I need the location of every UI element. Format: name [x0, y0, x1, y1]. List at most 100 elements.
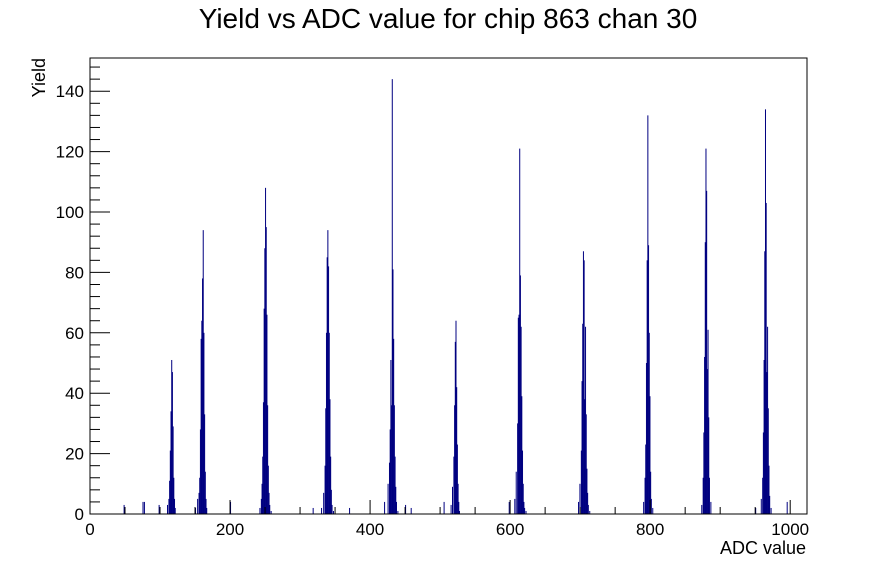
x-tick-label: 0 — [85, 520, 94, 539]
y-tick-label: 80 — [65, 263, 84, 282]
histogram-bin — [770, 507, 772, 514]
histogram-bin — [707, 329, 709, 514]
histogram-bin — [199, 429, 201, 514]
histogram-bin — [391, 79, 393, 514]
histogram-bin — [197, 498, 199, 514]
histogram-bin — [326, 257, 328, 514]
histogram-bin — [708, 417, 710, 514]
histogram-bin — [331, 504, 333, 514]
x-tick-label: 1000 — [771, 520, 809, 539]
histogram-bin — [262, 402, 264, 514]
histogram-bin — [260, 498, 262, 514]
histogram-bin — [457, 483, 459, 514]
histogram-bin — [142, 501, 144, 514]
histogram-bin — [410, 507, 412, 514]
histogram-bin — [582, 323, 584, 514]
histogram-bin — [518, 314, 520, 514]
plot-frame — [89, 57, 808, 515]
histogram-bin — [349, 507, 351, 514]
y-tick-label: 60 — [65, 324, 84, 343]
histogram-bin — [265, 227, 267, 515]
histogram-bin — [328, 332, 330, 514]
histogram-bin — [519, 148, 521, 514]
y-tick-label: 120 — [56, 143, 84, 162]
histogram-bin — [268, 492, 270, 514]
histogram-bin — [443, 501, 445, 514]
histogram-bin — [643, 501, 645, 514]
histogram-bin — [270, 510, 272, 514]
histogram-bin — [393, 338, 395, 514]
histogram-bin — [585, 326, 587, 514]
histogram-bin — [206, 507, 208, 514]
histogram-bin — [387, 483, 389, 514]
histogram-bin — [454, 405, 456, 514]
histogram-bin — [205, 498, 207, 514]
histogram-bin — [762, 477, 764, 514]
histogram-bin — [395, 501, 397, 514]
histogram-bin — [581, 381, 583, 514]
histogram-bin — [701, 504, 703, 514]
histogram-bin — [766, 372, 768, 514]
histogram-bin — [649, 396, 651, 514]
histogram-bin — [706, 190, 708, 514]
histogram-bin — [589, 510, 591, 514]
histogram-bin — [459, 510, 460, 514]
histogram-bin — [267, 405, 269, 514]
y-tick-label: 20 — [65, 445, 84, 464]
histogram-bin — [262, 456, 264, 514]
y-axis-title: Yield — [29, 58, 49, 97]
histogram-bin — [582, 251, 584, 514]
histogram-bin — [392, 269, 394, 514]
histogram-bin — [587, 504, 589, 514]
histogram-bin — [172, 426, 174, 514]
histogram-bin — [519, 275, 521, 514]
histogram-bin — [259, 507, 261, 514]
histogram-bin — [705, 148, 707, 514]
histogram-bin — [764, 251, 766, 514]
histogram-bin — [514, 498, 516, 514]
chart-title: Yield vs ADC value for chip 863 chan 30 — [199, 3, 698, 34]
histogram-bin — [405, 504, 407, 514]
histogram-bin — [394, 456, 396, 514]
histogram-bin — [650, 498, 652, 514]
histogram-bin — [267, 465, 269, 514]
histogram-bin — [200, 338, 202, 514]
histogram-bin — [332, 510, 334, 514]
histogram-bin — [645, 444, 647, 514]
y-tick-label: 0 — [75, 505, 84, 524]
histogram-bin — [456, 387, 458, 514]
histogram-bin — [522, 483, 524, 514]
histogram-bin — [263, 308, 265, 514]
histogram-bin — [769, 495, 771, 514]
histogram-bin — [645, 363, 647, 514]
histogram-bin — [204, 471, 206, 514]
histogram-bin — [704, 242, 706, 514]
histogram-bin — [765, 202, 767, 514]
histogram-bin — [580, 450, 582, 514]
histogram-bin — [327, 230, 329, 514]
histogram-bin — [767, 408, 769, 514]
histogram-bin — [321, 507, 323, 514]
axes: 0 200 400 600 800 1000 0 20 40 60 80 100 120 140 — [56, 66, 809, 539]
histogram-bin — [763, 359, 765, 514]
histogram-bin — [173, 477, 175, 514]
histogram-bin — [389, 429, 391, 514]
y-tick-label: 100 — [56, 203, 84, 222]
histogram-bin — [329, 399, 331, 514]
histogram-bin — [393, 405, 395, 514]
histogram-bin — [269, 504, 271, 514]
histogram-bin — [143, 501, 145, 514]
histogram-bin — [703, 432, 705, 514]
histogram-bin — [174, 507, 176, 514]
histogram-bin — [508, 501, 510, 514]
histogram-bin — [517, 317, 519, 514]
histogram-bin — [755, 507, 757, 514]
histogram-bin — [579, 483, 581, 514]
histogram-bin — [169, 480, 171, 514]
histogram-bin — [388, 462, 390, 514]
histogram-bin — [325, 332, 327, 514]
histogram-bin — [523, 501, 525, 514]
histogram-bin — [261, 483, 263, 514]
